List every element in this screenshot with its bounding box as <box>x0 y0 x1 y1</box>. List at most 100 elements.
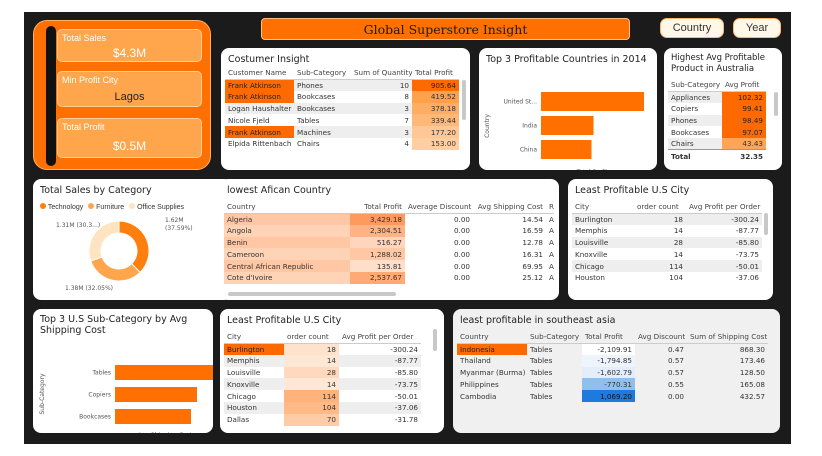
cell-subcat: Bookcases <box>297 92 336 102</box>
cell-country: Cameroon <box>224 248 350 261</box>
cell-shipping: 16.59 <box>522 226 543 236</box>
col-order-count[interactable]: order count <box>634 200 686 214</box>
african-table-hscrollbar[interactable] <box>228 292 396 296</box>
australia-card: Highest Avg Profitable Product in Austra… <box>664 48 782 170</box>
col-avg-discount[interactable]: Avg Discount <box>635 330 687 344</box>
cell-profit: 339.44 <box>412 114 459 127</box>
col-sub-category[interactable]: Sub-Category <box>294 66 351 80</box>
customer-table-scrollbar[interactable] <box>462 80 466 120</box>
table-row[interactable]: Louisville 28 -85.80 <box>572 236 762 249</box>
table-row[interactable]: Houston 104 -37.06 <box>224 401 421 414</box>
col-truncated[interactable]: R <box>546 200 554 214</box>
cell-count: 14 <box>673 249 683 259</box>
table-row[interactable]: Indonesia Tables -2,109.91 0.47 868.30 <box>457 343 768 355</box>
us-city-top-table: City order count Avg Profit per Order Bu… <box>572 200 762 284</box>
table-row[interactable]: Myanmar (Burma) Tables -1,602.79 0.57 128.50 <box>457 366 768 379</box>
table-row[interactable]: Houston 104 -37.06 <box>572 272 762 284</box>
col-country[interactable]: Country <box>457 330 527 344</box>
legend-office-supplies[interactable]: Office Supplies <box>137 204 185 211</box>
legend-technology-dot <box>40 203 46 209</box>
table-row[interactable]: Benin 516.27 0.00 12.78 A <box>224 236 554 249</box>
col-sum-shipping[interactable]: Sum of Shipping Cost <box>687 330 768 344</box>
col-sub-category[interactable]: Sub-Category <box>668 78 722 92</box>
col-total-profit[interactable]: Total Profit <box>582 330 635 344</box>
cell-trunc: A <box>549 214 554 224</box>
cell-total-label: Total <box>668 149 722 162</box>
cell-count: 114 <box>284 390 339 402</box>
col-total-profit[interactable]: Total Profit <box>350 200 405 214</box>
table-row[interactable]: Frank Atkinson Phones 10 905.64 <box>225 79 459 91</box>
table-row[interactable]: Nicole Fjeld Tables 7 339.44 <box>225 114 459 127</box>
table-row[interactable]: Chairs 43.43 <box>668 138 766 150</box>
table-row[interactable]: Frank Atkinson Bookcases 8 419.52 <box>225 90 459 103</box>
col-avg-profit[interactable]: Avg Profit <box>722 78 766 92</box>
cell-qty: 4 <box>404 139 409 149</box>
sea-card: least profitable in southeast asia Count… <box>453 309 780 433</box>
table-row[interactable]: Bookcases 97.07 <box>668 126 766 139</box>
cell-profit: -1,602.79 <box>582 366 635 379</box>
cell-avg: 43.43 <box>722 138 766 150</box>
cell-total-value: 32.35 <box>722 149 766 162</box>
country-slicer-button[interactable]: Country <box>660 18 724 38</box>
cell-avg: -300.24 <box>390 344 418 354</box>
table-row[interactable]: Copiers 99.41 <box>668 102 766 115</box>
cell-subcat: Appliances <box>668 91 722 103</box>
col-avg-profit-order[interactable]: Avg Profit per Order <box>686 200 762 214</box>
table-row[interactable]: Cote d'Ivoire 2,537.67 0.00 25.12 A <box>224 271 554 284</box>
cell-customer: Elpida Rittenbach <box>228 139 292 149</box>
col-avg-discount[interactable]: Average Discount <box>405 200 473 214</box>
australia-table-scrollbar[interactable] <box>774 92 778 116</box>
col-sum-quantity[interactable]: Sum of Quantity <box>351 66 412 80</box>
table-row[interactable]: Memphis 14 -87.77 <box>572 225 762 237</box>
table-row[interactable]: Chicago 114 -50.01 <box>572 260 762 272</box>
table-row[interactable]: Knoxville 14 -73.75 <box>572 248 762 260</box>
table-row[interactable]: Knoxville 14 -73.75 <box>224 378 421 391</box>
col-total-profit[interactable]: Total Profit <box>412 66 459 80</box>
col-customer-name[interactable]: Customer Name <box>225 66 294 80</box>
table-row[interactable]: Louisville 28 -85.80 <box>224 366 421 379</box>
cell-avg: -50.01 <box>686 260 762 272</box>
table-row[interactable]: Philippines Tables -770.31 0.55 165.08 <box>457 378 768 391</box>
table-row[interactable]: Algeria 3,429.18 0.00 14.54 A <box>224 213 554 225</box>
col-country[interactable]: Country <box>224 200 350 214</box>
table-row[interactable]: Memphis 14 -87.77 <box>224 354 421 367</box>
us-city-top-scrollbar[interactable] <box>764 213 768 235</box>
legend-technology[interactable]: Technology <box>47 204 84 211</box>
table-row[interactable]: Cambodia Tables 1,069.20 0.00 432.57 <box>457 390 768 402</box>
table-row[interactable]: Angola 2,304.51 0.00 16.59 A <box>224 224 554 237</box>
us-city-top-card: Least Profitable U.S City City order cou… <box>568 179 773 300</box>
col-city[interactable]: City <box>224 330 284 344</box>
cell-qty: 8 <box>404 92 409 102</box>
table-row[interactable]: Burlington 18 -300.24 <box>572 213 762 225</box>
cell-trunc: A <box>549 261 554 271</box>
table-row[interactable]: Dallas 70 -31.78 <box>224 413 421 426</box>
table-row[interactable]: Logan Haushalter Bookcases 3 378.18 <box>225 102 459 115</box>
year-slicer-button[interactable]: Year <box>733 18 781 38</box>
table-row[interactable]: Central African Republic 135.81 0.00 69.95 A <box>224 260 554 272</box>
table-row[interactable]: Chicago 114 -50.01 <box>224 390 421 402</box>
table-row[interactable]: Elpida Rittenbach Chairs 4 153.00 <box>225 137 459 150</box>
table-row[interactable]: Burlington 18 -300.24 <box>224 343 421 355</box>
cell-profit: 1,288.02 <box>350 248 405 261</box>
col-order-count[interactable]: order count <box>284 330 339 344</box>
col-avg-profit-order[interactable]: Avg Profit per Order <box>339 330 421 344</box>
table-row[interactable]: Frank Atkinson Machines 3 177.20 <box>225 126 459 138</box>
us-city-bottom-scrollbar[interactable] <box>433 329 437 351</box>
dashboard-canvas: Total Sales $4.3M Min Profit City Lagos … <box>24 12 791 444</box>
cell-avg: -37.06 <box>339 401 421 414</box>
table-row[interactable]: Cameroon 1,288.02 0.00 16.31 A <box>224 248 554 261</box>
cell-discount: 0.00 <box>453 249 470 259</box>
col-avg-shipping[interactable]: Avg Shipping Cost <box>473 200 546 214</box>
cell-avg: 97.07 <box>722 126 766 139</box>
total-row: Total 32.35 <box>668 149 766 162</box>
kpi-total-sales-label: Total Sales <box>62 33 107 43</box>
table-row[interactable]: Thailand Tables -1,794.85 0.57 173.46 <box>457 354 768 367</box>
cell-profit: 905.64 <box>412 79 459 91</box>
cell-qty: 3 <box>351 102 412 115</box>
table-row[interactable]: Phones 98.49 <box>668 114 766 127</box>
cell-count: 70 <box>284 413 339 426</box>
col-sub-category[interactable]: Sub-Category <box>527 330 582 344</box>
table-row[interactable]: Appliances 102.32 <box>668 91 766 103</box>
col-city[interactable]: City <box>572 200 634 214</box>
legend-furniture[interactable]: Furniture <box>96 204 125 211</box>
